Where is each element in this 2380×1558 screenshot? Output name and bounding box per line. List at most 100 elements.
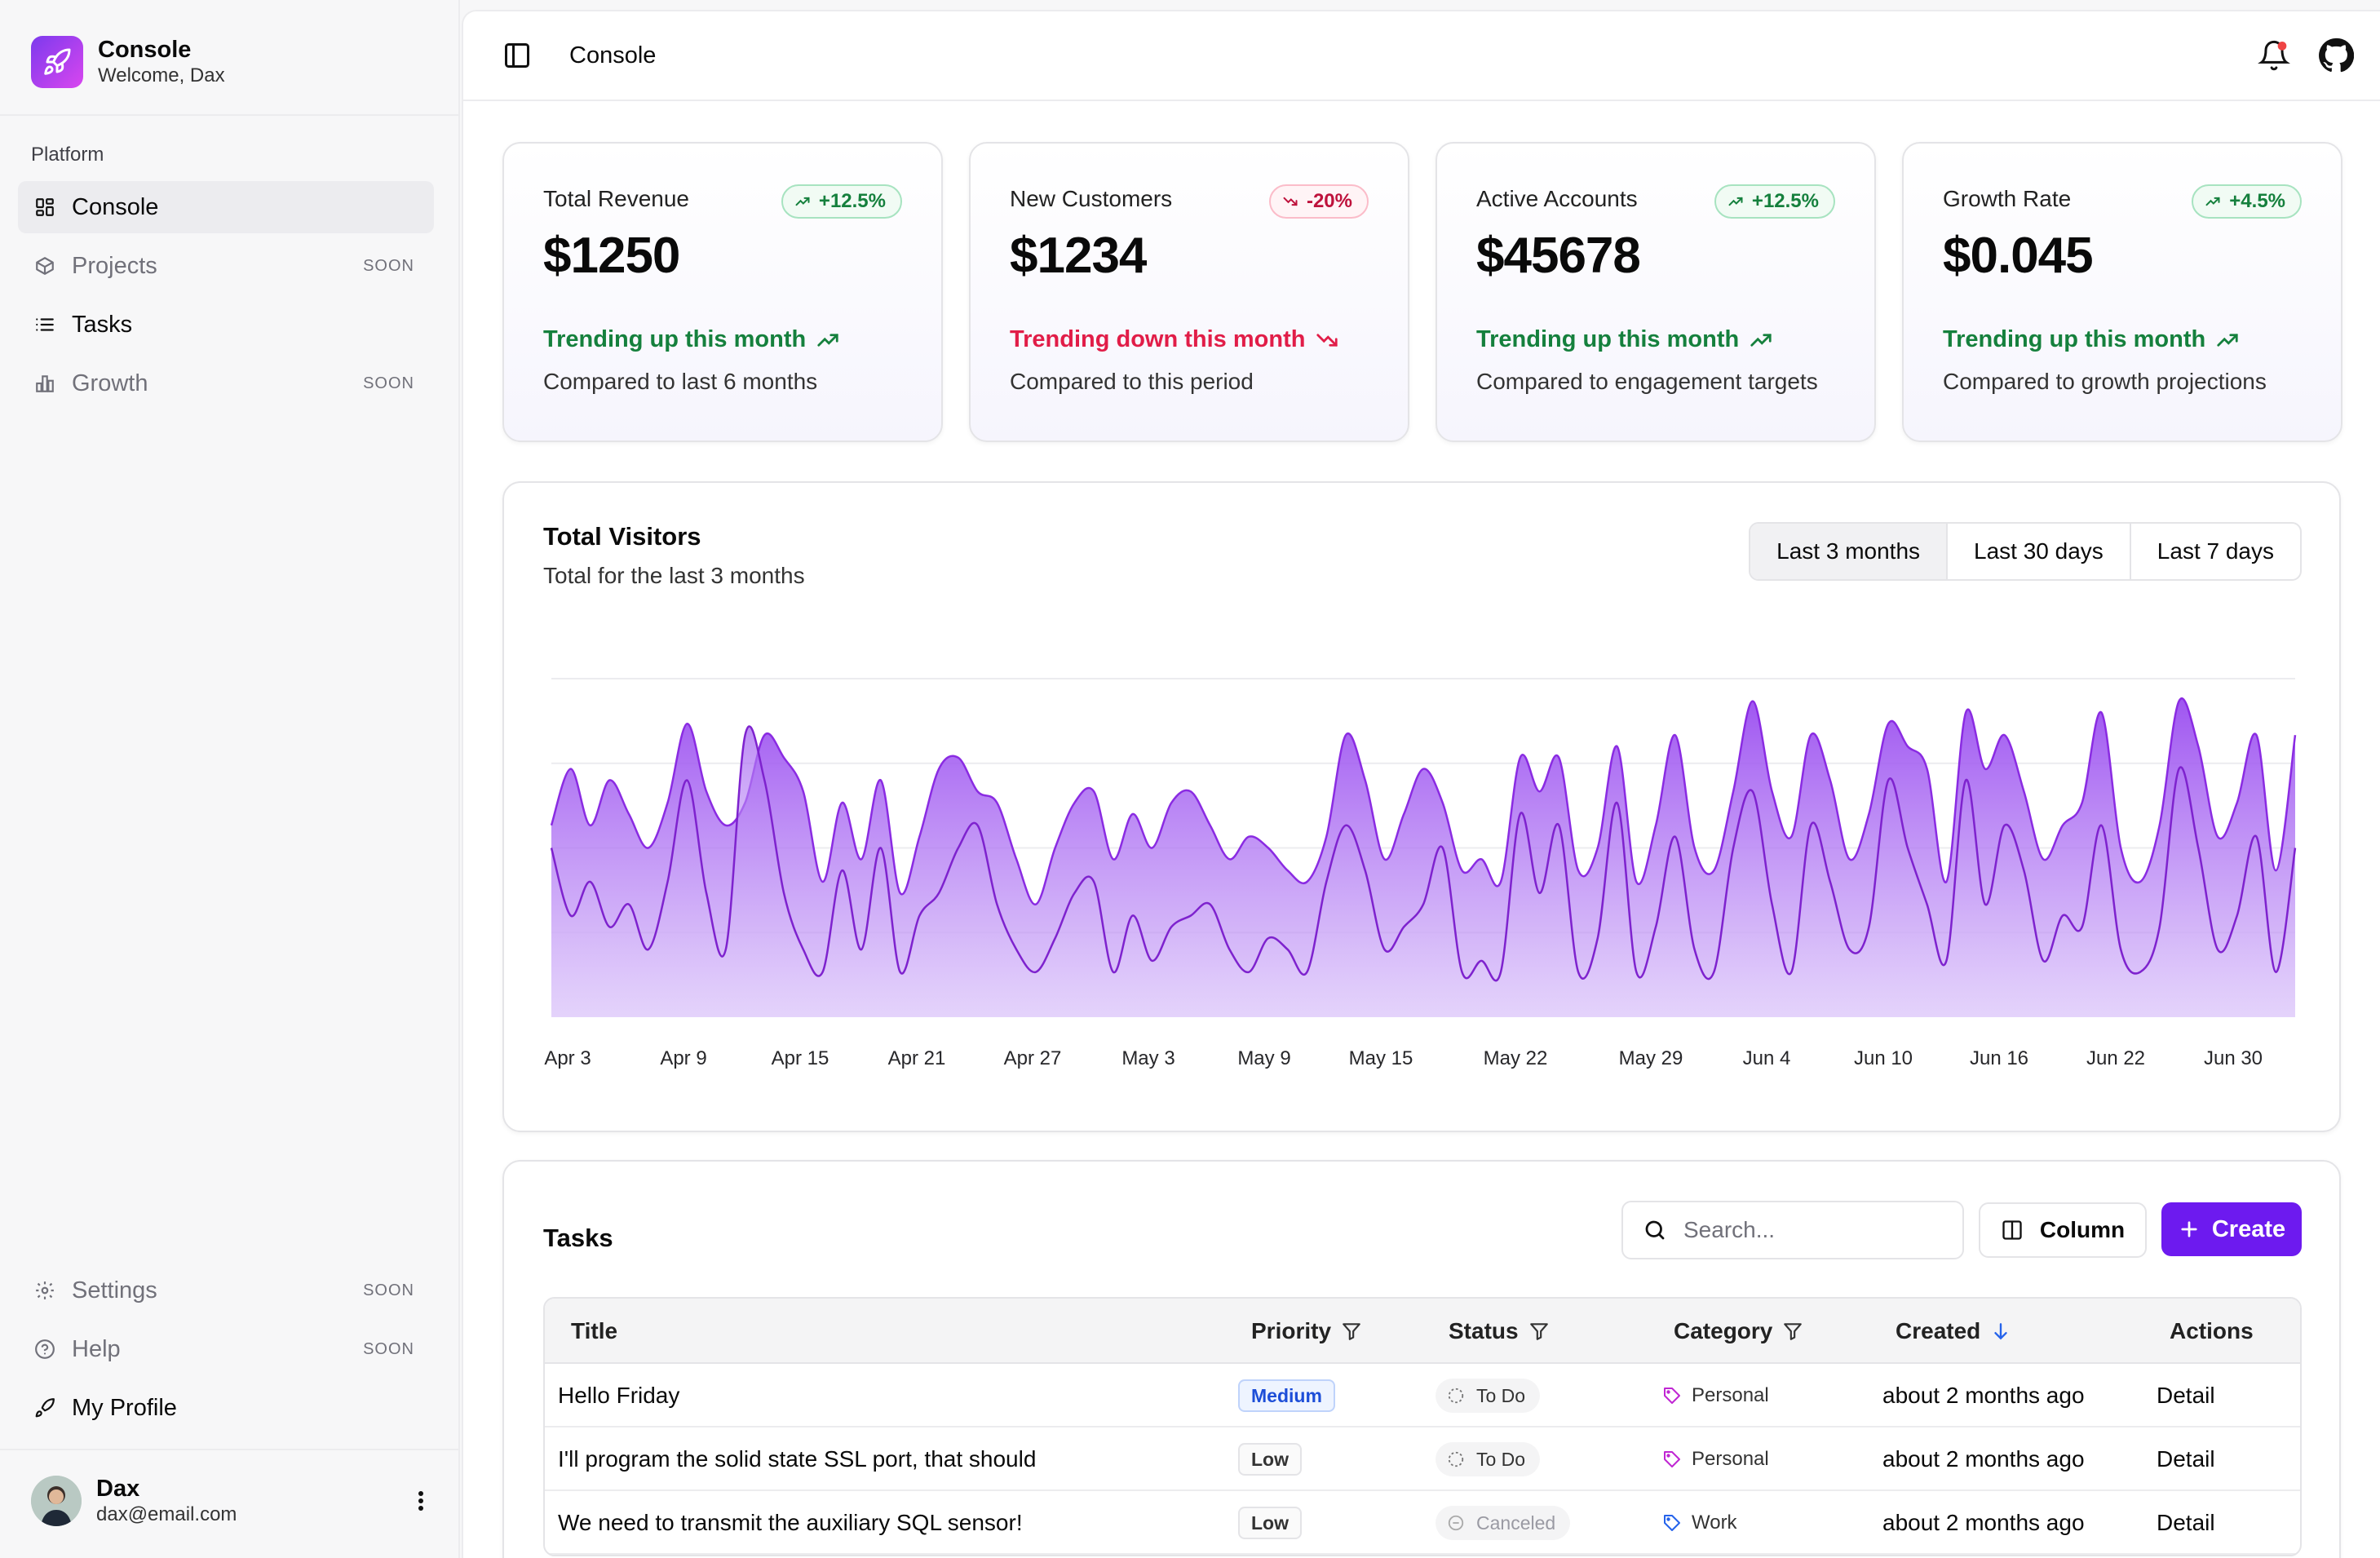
stat-compare: Compared to growth projections: [1943, 369, 2267, 394]
column-header-priority[interactable]: Priority: [1251, 1299, 1362, 1364]
change-value: +12.5%: [818, 190, 886, 212]
sidebar-item-label: Console: [72, 193, 159, 220]
sidebar-item-label: Help: [72, 1335, 121, 1362]
sidebar-item-my-profile[interactable]: My Profile: [18, 1382, 434, 1434]
sidebar-item-label: Tasks: [72, 311, 133, 338]
sidebar-toggle-icon[interactable]: [502, 41, 532, 70]
sidebar-item-settings[interactable]: Settings SOON: [18, 1264, 434, 1317]
search-icon: [1645, 1220, 1665, 1240]
sidebar-item-console[interactable]: Console: [18, 181, 434, 233]
range-last-7-days[interactable]: Last 7 days: [2129, 524, 2300, 579]
stat-value: $1234: [1010, 228, 1147, 284]
line-series-2: [550, 697, 2297, 905]
x-tick-label: Jun 16: [1970, 1047, 2028, 1069]
category-label: Work: [1692, 1512, 1737, 1534]
more-vertical-icon[interactable]: [411, 1488, 431, 1514]
x-tick-label: Jun 4: [1743, 1047, 1791, 1069]
sidebar-item-tasks[interactable]: Tasks: [18, 299, 434, 351]
stat-card-active-accounts: Active Accounts +12.5% $45678 Trending u…: [1436, 142, 1876, 442]
status-cell: Canceled: [1436, 1491, 1571, 1555]
x-tick-label: Apr 15: [772, 1047, 829, 1069]
trend-text: Trending up this month: [543, 326, 840, 353]
tasks-title: Tasks: [543, 1224, 613, 1252]
detail-link[interactable]: Detail: [2157, 1383, 2215, 1408]
stat-value: $0.045: [1943, 228, 2094, 284]
tasks-card: Tasks Column Create Title Priority Statu…: [502, 1160, 2341, 1558]
x-tick-label: Jun 10: [1854, 1047, 1913, 1069]
trend-label: Trending up this month: [1943, 326, 2206, 352]
sidebar-item-label: Growth: [72, 370, 148, 396]
task-title: Hello Friday: [558, 1383, 680, 1408]
stat-card-total-revenue: Total Revenue +12.5% $1250 Trending up t…: [502, 142, 943, 442]
table-row[interactable]: I'll program the solid state SSL port, t…: [545, 1427, 2300, 1491]
priority-cell: Medium: [1238, 1364, 1335, 1427]
priority-cell: Low: [1238, 1427, 1302, 1491]
search-input[interactable]: [1683, 1217, 1944, 1243]
brand-subtitle: Welcome, Dax: [98, 64, 225, 86]
column-header-label: Title: [571, 1318, 618, 1343]
column-header-status[interactable]: Status: [1449, 1299, 1550, 1364]
soon-badge: SOON: [363, 256, 414, 275]
x-tick-label: Jun 22: [2086, 1047, 2145, 1069]
sidebar-item-projects[interactable]: Projects SOON: [18, 240, 434, 292]
column-header-label: Priority: [1251, 1318, 1332, 1343]
change-badge: +12.5%: [1714, 184, 1835, 219]
user-name: Dax: [96, 1476, 140, 1502]
trending-down-icon: [1316, 333, 1338, 347]
x-tick-label: May 29: [1619, 1047, 1683, 1069]
trend-text: Trending up this month: [1476, 326, 1773, 353]
detail-link[interactable]: Detail: [2157, 1510, 2215, 1535]
column-header-actions: Actions: [2170, 1299, 2254, 1364]
x-tick-label: Apr 27: [1004, 1047, 1062, 1069]
stat-label: Active Accounts: [1476, 186, 1638, 211]
priority-badge: Low: [1238, 1507, 1302, 1539]
x-tick-label: May 3: [1121, 1047, 1175, 1069]
filter-icon: [1529, 1323, 1548, 1340]
range-last-30-days[interactable]: Last 30 days: [1946, 524, 2130, 579]
help-circle-icon: [33, 1337, 57, 1361]
status-badge: Canceled: [1436, 1506, 1571, 1540]
column-header-title[interactable]: Title: [571, 1299, 617, 1364]
brand[interactable]: Console Welcome, Dax: [31, 36, 225, 88]
status-label: To Do: [1476, 1448, 1526, 1470]
range-last-3-months[interactable]: Last 3 months: [1750, 524, 1947, 579]
stat-card-growth-rate: Growth Rate +4.5% $0.045 Trending up thi…: [1902, 142, 2342, 442]
sidebar-item-help[interactable]: Help SOON: [18, 1323, 434, 1375]
trending-up-icon: [817, 333, 838, 347]
sidebar: Console Welcome, Dax Platform Console Pr…: [0, 0, 460, 1558]
trend-label: Trending up this month: [1476, 326, 1740, 352]
columns-icon: [2002, 1220, 2022, 1240]
status-badge: To Do: [1436, 1442, 1541, 1476]
category-label: Personal: [1692, 1448, 1769, 1470]
user-profile[interactable]: Dax dax@email.com: [31, 1475, 431, 1527]
table-row[interactable]: Hello Friday Medium To Do Personal about…: [545, 1364, 2300, 1427]
main-content: Console Total Revenue +12.5% $1250 Trend…: [462, 10, 2380, 1558]
filter-icon: [1784, 1323, 1803, 1340]
column-header-category[interactable]: Category: [1674, 1299, 1803, 1364]
rocket-icon: [33, 1396, 57, 1420]
github-icon[interactable]: [2318, 38, 2355, 73]
gear-icon: [33, 1278, 57, 1303]
x-tick-label: May 15: [1349, 1047, 1413, 1069]
plus-icon: [2181, 1221, 2197, 1237]
bar-chart-icon: [33, 371, 57, 396]
detail-link[interactable]: Detail: [2157, 1446, 2215, 1472]
circle-dashed-icon: [1448, 1388, 1464, 1404]
bell-icon[interactable]: [2258, 39, 2290, 72]
stat-compare: Compared to last 6 months: [543, 369, 818, 394]
user-email: dax@email.com: [96, 1503, 237, 1525]
status-cell: To Do: [1436, 1427, 1541, 1491]
priority-badge: Low: [1238, 1443, 1302, 1476]
page-title: Console: [569, 42, 657, 69]
column-header-label: Category: [1674, 1318, 1773, 1343]
create-button[interactable]: Create: [2161, 1202, 2302, 1256]
column-button[interactable]: Column: [1979, 1202, 2147, 1258]
column-header-created[interactable]: Created: [1896, 1299, 2011, 1364]
trend-label: Trending down this month: [1010, 326, 1306, 352]
x-tick-label: Apr 21: [888, 1047, 946, 1069]
table-row[interactable]: We need to transmit the auxiliary SQL se…: [545, 1491, 2300, 1555]
chart-title: Total Visitors: [543, 522, 701, 551]
sidebar-item-growth[interactable]: Growth SOON: [18, 357, 434, 409]
stat-label: New Customers: [1010, 186, 1173, 211]
tag-icon: [1664, 1388, 1680, 1404]
